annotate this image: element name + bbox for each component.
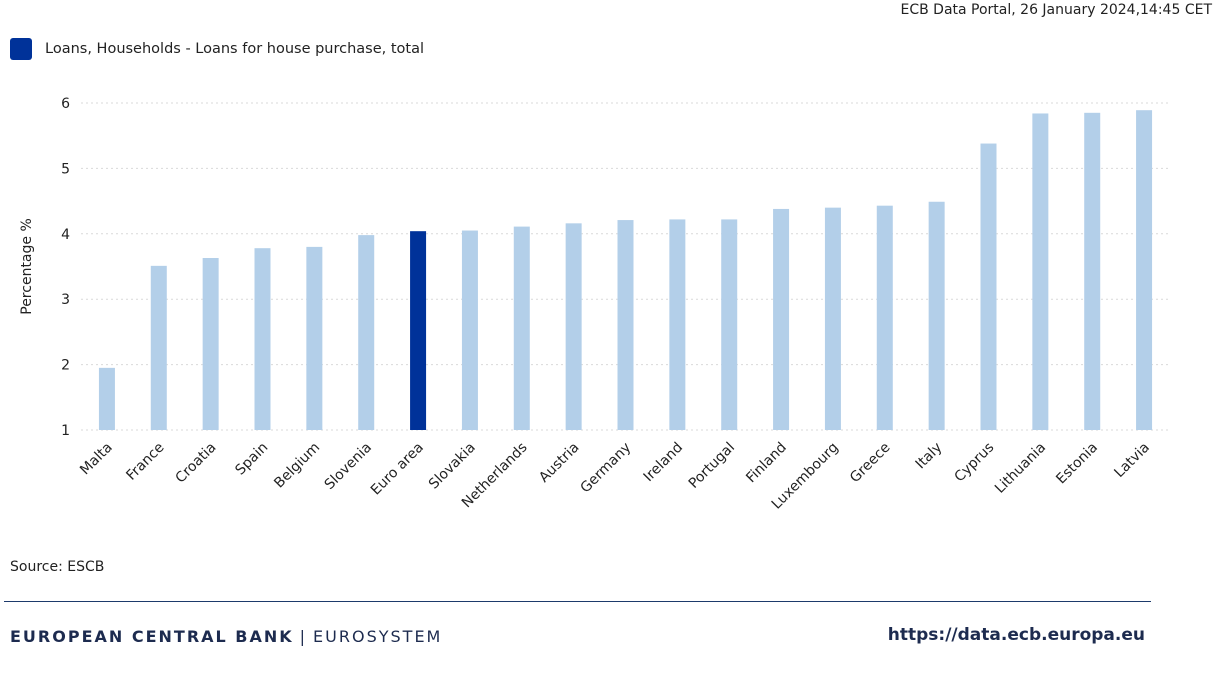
x-tick-label: Slovakia xyxy=(426,440,479,493)
x-tick-label: Latvia xyxy=(1111,440,1152,481)
x-tick-label: Greece xyxy=(847,440,894,487)
bar-italy[interactable] xyxy=(928,201,945,430)
x-tick-label: France xyxy=(123,440,167,484)
x-tick-label: Ireland xyxy=(641,440,687,486)
bar-spain[interactable] xyxy=(254,248,271,430)
timestamp: ECB Data Portal, 26 January 2024,14:45 C… xyxy=(900,2,1212,18)
bar-lithuania[interactable] xyxy=(1032,113,1049,431)
bar-portugal[interactable] xyxy=(721,219,738,430)
bar-chart: 1 2 3 4 5 6 Percentage % Malta France Croatia Spai… xyxy=(19,96,1170,513)
y-tick-label: 3 xyxy=(61,292,70,308)
bar-croatia[interactable] xyxy=(202,257,219,430)
x-tick-label: Euro area xyxy=(368,440,427,499)
x-tick-label: Lithuania xyxy=(992,440,1049,497)
x-tick-label: Croatia xyxy=(173,440,220,487)
bar-finland[interactable] xyxy=(773,208,790,430)
y-tick-label: 6 xyxy=(61,96,70,112)
bar-belgium[interactable] xyxy=(306,246,323,430)
y-tick-label: 5 xyxy=(61,161,70,177)
bar-greece[interactable] xyxy=(876,205,893,430)
bar-austria[interactable] xyxy=(565,223,582,430)
bar-malta[interactable] xyxy=(98,367,115,430)
bar-netherlands[interactable] xyxy=(513,226,530,430)
x-tick-label: Finland xyxy=(743,440,790,487)
ecb-brand-logo: EUROPEAN CENTRAL BANK | EUROSYSTEM xyxy=(10,627,442,646)
bar-estonia[interactable] xyxy=(1084,112,1101,430)
footer-divider xyxy=(4,601,1151,602)
bar-cyprus[interactable] xyxy=(980,143,997,430)
x-tick-label: Cyprus xyxy=(951,440,997,486)
x-tick-label: Estonia xyxy=(1053,440,1101,488)
legend-label: Loans, Households - Loans for house purc… xyxy=(45,41,425,57)
x-tick-label: Slovenia xyxy=(322,440,375,493)
bar-euro-area[interactable] xyxy=(410,231,427,430)
x-tick-label: Italy xyxy=(913,440,946,473)
x-tick-label: Germany xyxy=(578,440,635,497)
portal-url[interactable]: https://data.ecb.europa.eu xyxy=(887,625,1145,645)
bar-france[interactable] xyxy=(150,265,167,430)
x-tick-label: Spain xyxy=(232,440,271,479)
bar-luxembourg[interactable] xyxy=(824,207,841,430)
y-tick-label: 1 xyxy=(61,423,70,439)
brand-sub-text: EUROSYSTEM xyxy=(313,627,443,646)
bar-latvia[interactable] xyxy=(1136,110,1153,430)
y-tick-label: 2 xyxy=(61,358,70,374)
y-tick-label: 4 xyxy=(61,227,70,243)
legend-swatch xyxy=(10,38,32,60)
y-axis-label: Percentage % xyxy=(19,218,35,315)
x-tick-label: Malta xyxy=(77,440,116,479)
source-note: Source: ESCB xyxy=(10,559,105,575)
brand-main-text: EUROPEAN CENTRAL BANK xyxy=(10,627,294,646)
x-tick-label: Portugal xyxy=(686,440,738,492)
x-tick-label: Austria xyxy=(536,440,582,486)
bar-slovakia[interactable] xyxy=(461,230,478,430)
chart-legend: Loans, Households - Loans for house purc… xyxy=(10,38,424,60)
bar-ireland[interactable] xyxy=(669,219,686,430)
brand-separator: | xyxy=(299,627,308,646)
x-tick-label: Belgium xyxy=(271,440,323,492)
bar-germany[interactable] xyxy=(617,220,634,430)
bar-slovenia[interactable] xyxy=(358,235,375,430)
